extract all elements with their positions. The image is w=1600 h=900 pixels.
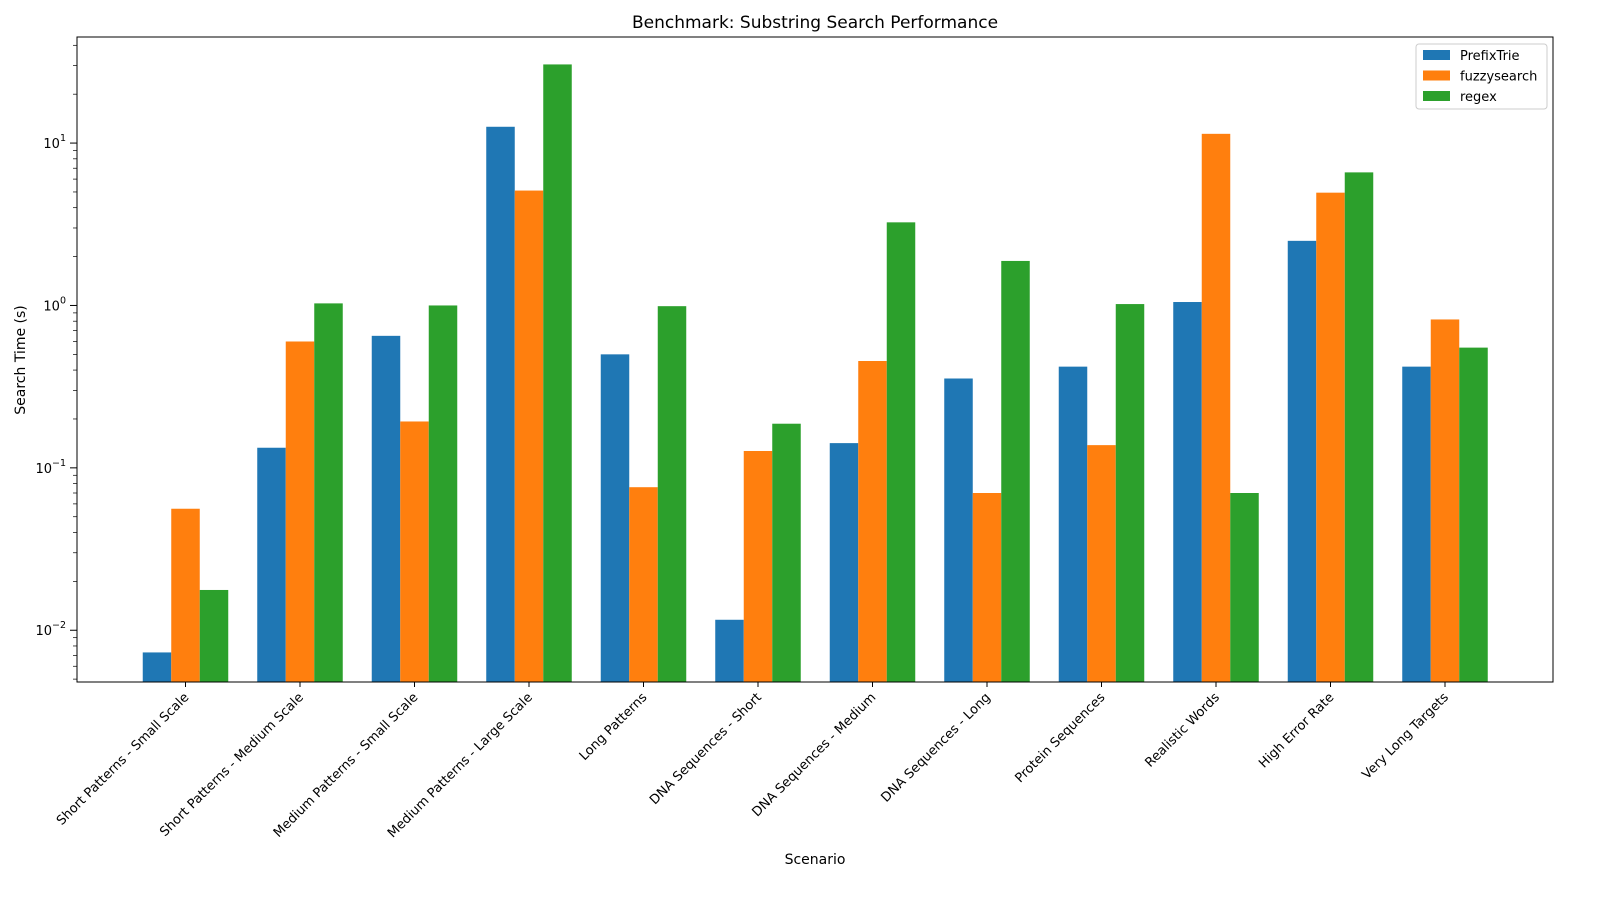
x-tick-label: Short Patterns - Small Scale	[54, 690, 192, 828]
bar-fuzzysearch-3	[400, 421, 429, 682]
bars-group	[142, 64, 1488, 683]
x-tick-label: High Error Rate	[1256, 690, 1337, 771]
bar-regex-12	[1459, 347, 1488, 682]
bar-fuzzysearch-10	[1201, 133, 1231, 682]
bar-regex-4	[543, 64, 572, 683]
bar-prefixtrie-5	[600, 354, 630, 682]
bar-regex-2	[314, 303, 343, 682]
x-tick-label: Realistic Words	[1143, 690, 1223, 770]
bar-prefixtrie-11	[1287, 240, 1317, 682]
bar-fuzzysearch-1	[171, 508, 200, 682]
bar-regex-1	[199, 589, 229, 682]
bar-regex-3	[428, 305, 458, 682]
bar-fuzzysearch-2	[285, 341, 315, 682]
bar-prefixtrie-7	[829, 443, 859, 682]
bar-prefixtrie-12	[1402, 366, 1431, 682]
bar-regex-6	[772, 423, 801, 682]
bar-regex-7	[886, 222, 916, 682]
bar-fuzzysearch-9	[1087, 445, 1116, 682]
bar-prefixtrie-3	[371, 335, 401, 682]
bar-prefixtrie-2	[257, 447, 286, 682]
x-tick-label: DNA Sequences - Long	[879, 690, 994, 805]
legend-swatch-prefixtrie	[1423, 50, 1450, 60]
bar-regex-10	[1230, 493, 1259, 682]
bar-regex-11	[1344, 172, 1374, 682]
bar-fuzzysearch-5	[629, 487, 658, 682]
y-axis: 10−2 10−1 100 101	[35, 44, 77, 680]
y-tick-label: 101	[43, 133, 66, 152]
bar-fuzzysearch-8	[972, 493, 1002, 682]
bar-prefixtrie-9	[1058, 366, 1088, 682]
y-tick-label: 100	[43, 295, 66, 314]
bar-fuzzysearch-11	[1316, 192, 1345, 683]
plot-area	[76, 36, 1554, 683]
bar-prefixtrie-8	[944, 378, 973, 682]
legend: PrefixTrie fuzzysearch regex	[1415, 43, 1548, 110]
bar-prefixtrie-6	[715, 619, 744, 682]
legend-swatch-fuzzysearch	[1423, 70, 1450, 81]
legend-label-regex: regex	[1460, 90, 1497, 105]
bar-prefixtrie-1	[142, 652, 172, 682]
x-tick-label: DNA Sequences - Short	[647, 690, 765, 808]
x-axis-label: Scenario	[785, 852, 846, 868]
y-tick-label: 10−1	[35, 458, 66, 477]
chart-title: Benchmark: Substring Search Performance	[632, 13, 998, 33]
bar-prefixtrie-10	[1173, 302, 1202, 682]
x-tick-label: Very Long Targets	[1359, 690, 1452, 783]
bar-prefixtrie-4	[486, 126, 515, 682]
x-tick-label: DNA Sequences - Medium	[750, 690, 880, 820]
legend-swatch-regex	[1423, 91, 1450, 101]
bar-regex-8	[1001, 260, 1030, 682]
legend-label-fuzzysearch: fuzzysearch	[1460, 70, 1537, 85]
bar-fuzzysearch-7	[858, 361, 887, 682]
x-tick-label: Protein Sequences	[1012, 690, 1108, 786]
bar-fuzzysearch-12	[1430, 319, 1460, 682]
bar-fuzzysearch-4	[514, 190, 544, 682]
y-tick-label: 10−2	[35, 620, 66, 639]
legend-label-prefixtrie: PrefixTrie	[1460, 49, 1520, 64]
y-axis-label: Search Time (s)	[13, 305, 29, 414]
x-tick-label: Long Patterns	[577, 690, 651, 764]
bar-regex-5	[657, 306, 687, 682]
bar-fuzzysearch-6	[743, 450, 773, 682]
bar-regex-9	[1115, 304, 1145, 682]
